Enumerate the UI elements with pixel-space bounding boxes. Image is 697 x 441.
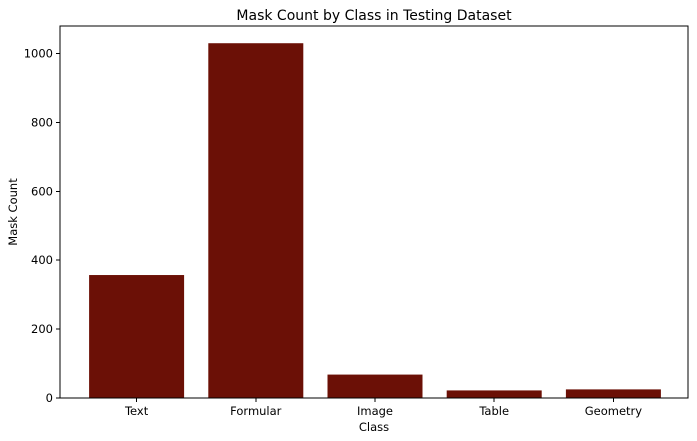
bar-image <box>327 374 423 398</box>
x-tick-label: Table <box>478 404 509 418</box>
bar-table <box>446 390 542 398</box>
bar-text <box>89 275 185 398</box>
chart-title: Mask Count by Class in Testing Dataset <box>236 8 512 24</box>
y-tick-label: 800 <box>31 115 53 129</box>
bar-formular <box>208 43 304 398</box>
bars-group <box>89 43 661 398</box>
y-tick-label: 0 <box>46 391 53 405</box>
y-tick-label: 1000 <box>24 47 53 61</box>
x-axis-label: Class <box>359 420 389 434</box>
plot-frame <box>59 25 689 399</box>
x-tick-label: Text <box>124 404 149 418</box>
y-tick-label: 400 <box>31 253 53 267</box>
bar-geometry <box>565 389 661 398</box>
x-tick-label: Geometry <box>585 404 643 418</box>
y-axis-label: Mask Count <box>6 178 20 246</box>
x-axis: Text Formular Image Table Geometry <box>124 398 642 418</box>
x-tick-label: Image <box>357 404 393 418</box>
y-tick-label: 600 <box>31 184 53 198</box>
x-tick-label: Formular <box>230 404 281 418</box>
y-axis: 0 200 400 600 800 1000 <box>24 47 60 405</box>
y-tick-label: 200 <box>31 322 53 336</box>
